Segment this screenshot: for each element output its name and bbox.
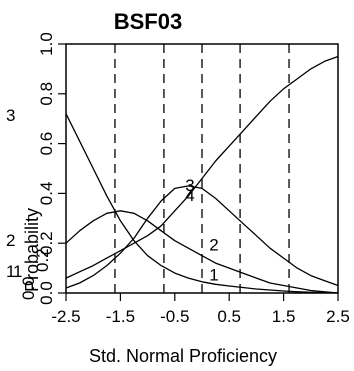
stray-axis-label: 2 [6, 231, 15, 250]
series-line-2 [65, 210, 339, 294]
y-tick-label: 0.2 [37, 231, 56, 255]
stray-axis-label: 0.2 [33, 248, 52, 272]
x-tick-label: -0.5 [160, 307, 189, 326]
y-tick-label: 0.0 [37, 281, 56, 305]
series-line-3 [65, 185, 339, 289]
y-axis-title: Probability [22, 208, 42, 292]
y-tick-label: 0.4 [37, 182, 56, 206]
y-tick-label: 1.0 [37, 32, 56, 56]
series-line-4 [65, 55, 339, 279]
y-tick-label: 0.6 [37, 132, 56, 156]
series-line-1 [65, 113, 339, 294]
stray-axis-label: 1 [13, 262, 22, 281]
stray-axis-label: 0.0 [19, 276, 38, 300]
x-axis-title: Std. Normal Proficiency [89, 346, 277, 366]
plot-area: -2.5 -1.5 -0.5 0.5 1.5 2.5 0.0 0.2 0.4 0.6 0.8 1.0 1… [6, 32, 350, 326]
curve-label-4: 4 [185, 186, 194, 205]
x-tick-label: -2.5 [51, 307, 80, 326]
curve-label-2: 2 [209, 236, 218, 255]
chart-title: BSF03 [114, 9, 182, 34]
stray-axis-label: 1 [6, 262, 15, 281]
x-tick-label: 2.5 [326, 307, 350, 326]
x-tick-label: -1.5 [106, 307, 135, 326]
curve-label-3: 3 [185, 176, 194, 195]
curve-label-1: 1 [209, 266, 218, 285]
x-tick-label: 0.5 [217, 307, 241, 326]
x-tick-label: 1.5 [272, 307, 296, 326]
stray-axis-label: 3 [6, 106, 15, 125]
y-tick-label: 0.8 [37, 82, 56, 106]
